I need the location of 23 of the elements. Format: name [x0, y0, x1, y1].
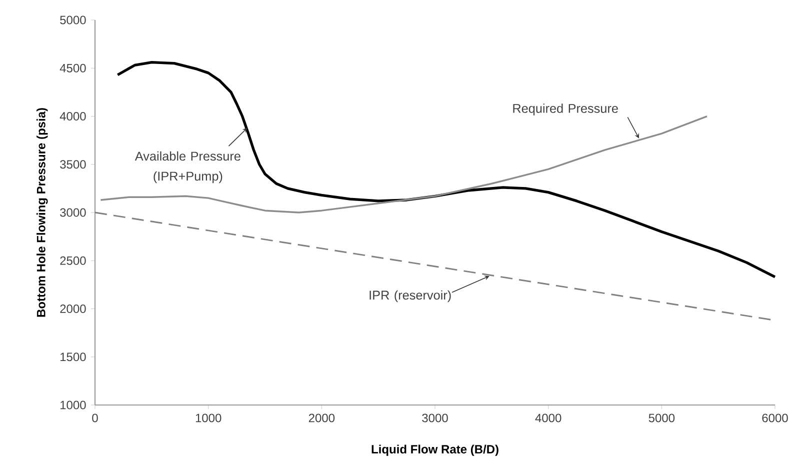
y-tick-label: 2000: [60, 304, 86, 314]
y-tick-label: 4500: [60, 64, 86, 72]
x-tick-label: 4000: [535, 414, 562, 422]
y-tick-label: 4000: [60, 112, 86, 121]
y-tick-label: 2500: [60, 256, 86, 265]
text: Required Pressure: [513, 104, 618, 116]
y-tick-label: 1500: [60, 352, 86, 362]
line-series: [100, 115, 708, 214]
series-label: Available Pressure (IPR+Pump): [134, 151, 240, 184]
x-tick-label: 3000: [422, 414, 448, 422]
line-series: [116, 61, 776, 278]
y-tick-label: 3500: [60, 160, 86, 169]
x-axis-title: Liquid Flow Rate (B/D): [372, 444, 498, 456]
y-axis-title: Bottom Hole Flowing Pressure (psia): [36, 108, 48, 317]
x-tick-label: 5000: [648, 414, 675, 422]
series-label: IPR (reservoir): [370, 290, 451, 302]
y-tick-label: 3000: [60, 208, 86, 217]
x-tick-label: 6000: [762, 414, 788, 422]
x-tick-label: 0: [92, 414, 98, 422]
y-tick-label: 5000: [60, 16, 86, 24]
x-tick-label: 2000: [308, 414, 335, 422]
x-tick-label: 1000: [196, 414, 222, 422]
y-tick-label: 1000: [60, 400, 86, 410]
